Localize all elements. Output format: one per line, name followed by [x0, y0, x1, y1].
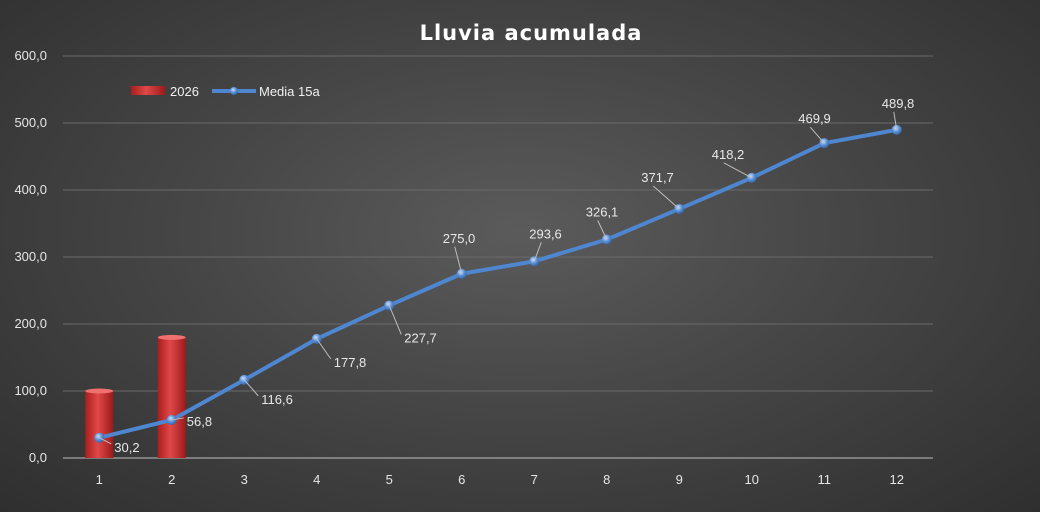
x-tick-label: 7 — [531, 472, 538, 487]
label-leader — [454, 246, 463, 274]
line-series — [94, 124, 902, 443]
data-labels: 30,2 56,8 116,6 177,8 227,7 275,0 293,6 326,1 37… — [99, 96, 914, 455]
label-leader — [316, 338, 332, 360]
x-tick-label: 1 — [96, 472, 103, 487]
gridlines — [63, 55, 933, 459]
label-leader — [99, 437, 112, 445]
label-leader — [652, 185, 680, 210]
label-leader — [723, 162, 752, 179]
x-tick-label: 5 — [386, 472, 393, 487]
label-leader — [171, 417, 184, 421]
x-tick-label: 2 — [168, 472, 175, 487]
x-tick-label: 6 — [458, 472, 465, 487]
data-label: 177,8 — [334, 355, 367, 370]
y-tick-label: 300,0 — [14, 249, 47, 264]
legend-label-media: Media 15a — [259, 84, 320, 99]
x-tick-label: 3 — [241, 472, 248, 487]
data-label: 489,8 — [882, 96, 915, 111]
x-axis-ticks: 1 2 3 4 5 6 7 8 9 10 11 12 — [96, 472, 904, 487]
label-leader — [893, 111, 898, 130]
data-label: 293,6 — [529, 226, 562, 241]
data-label: 418,2 — [712, 147, 745, 162]
label-leader — [809, 126, 825, 144]
series-line — [98, 127, 898, 440]
y-tick-label: 200,0 — [14, 316, 47, 331]
data-label: 326,1 — [586, 205, 619, 220]
x-tick-label: 10 — [745, 472, 759, 487]
x-tick-label: 4 — [313, 472, 320, 487]
data-label: 116,6 — [261, 392, 293, 407]
data-label: 56,8 — [187, 414, 212, 429]
bar — [85, 391, 114, 458]
label-leader — [597, 220, 608, 240]
bar-top — [85, 388, 114, 394]
label-leader — [533, 242, 542, 262]
y-axis-ticks: 0,0 100,0 200,0 300,0 400,0 500,0 600,0 — [14, 48, 47, 465]
legend-marker-media — [230, 87, 238, 95]
x-tick-label: 8 — [603, 472, 610, 487]
x-tick-label: 12 — [890, 472, 904, 487]
data-label: 30,2 — [114, 440, 139, 455]
y-tick-label: 0,0 — [29, 450, 47, 465]
label-leader — [243, 379, 259, 397]
label-leader — [388, 305, 402, 335]
bar-series — [85, 334, 186, 458]
bar — [157, 337, 186, 458]
bar-top — [157, 334, 186, 340]
data-label: 275,0 — [443, 231, 476, 246]
x-tick-label: 9 — [676, 472, 683, 487]
chart-title: Lluvia acumulada — [420, 21, 643, 45]
y-tick-label: 500,0 — [14, 115, 47, 130]
y-tick-label: 400,0 — [14, 182, 47, 197]
legend: 2026 Media 15a — [131, 84, 320, 99]
y-tick-label: 600,0 — [14, 48, 47, 63]
data-label: 371,7 — [641, 170, 674, 185]
y-tick-label: 100,0 — [14, 383, 47, 398]
data-label: 227,7 — [404, 330, 437, 345]
legend-label-2026: 2026 — [170, 84, 199, 99]
data-label: 469,9 — [798, 111, 831, 126]
x-tick-label: 11 — [818, 472, 832, 487]
legend-swatch-2026 — [131, 86, 165, 95]
